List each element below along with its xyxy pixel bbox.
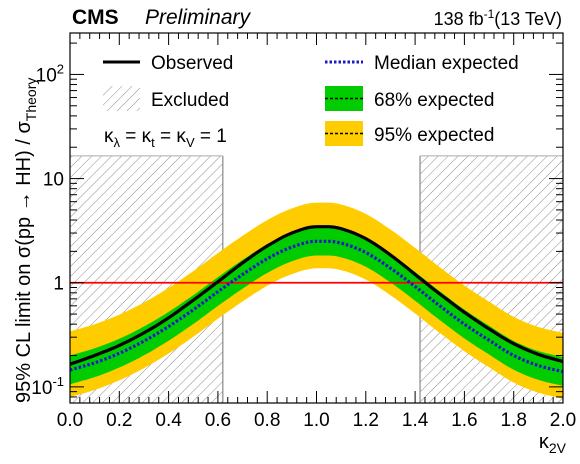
observed-curve	[70, 225, 563, 366]
x-tick-label: 1.4	[402, 410, 429, 431]
legend-excluded-label: Excluded	[151, 90, 229, 111]
x-axis-ticks: 0.0 0.2 0.4 0.6 0.8 1.0 1.2 1.4 1.6 1.8 2.0	[57, 33, 576, 431]
x-tick-label: 0.8	[254, 410, 280, 431]
x-tick-label: 0.4	[155, 410, 182, 431]
x-tick-label: 1.2	[353, 410, 379, 431]
x-tick-label: 0.2	[106, 410, 132, 431]
y-tick-label: 1	[53, 274, 64, 295]
y-tick-label: 102	[36, 61, 64, 86]
x-axis-title: κ2V	[539, 431, 567, 456]
coupling-annotation: κλ = κt = κV = 1	[104, 126, 227, 150]
x-tick-label: 0.6	[205, 410, 231, 431]
legend-excluded-swatch	[103, 86, 140, 111]
limit-curves	[70, 225, 563, 374]
legend-median-label: Median expected	[374, 53, 519, 74]
lumi-energy: (13 TeV)	[494, 9, 562, 29]
luminosity-label: 138 fb-1(13 TeV)	[434, 7, 562, 29]
lumi-value: 138 fb	[434, 9, 484, 29]
x-tick-label: 1.6	[451, 410, 477, 431]
legend-band95-label: 95% expected	[374, 125, 494, 146]
x-tick-label: 0.0	[57, 410, 83, 431]
x-tick-label: 1.8	[500, 410, 526, 431]
legend: Observed Median expected Excluded 68% ex…	[103, 53, 519, 146]
y-axis-ticks: 10-1 1 10 102	[31, 42, 563, 404]
x-tick-label: 2.0	[550, 410, 576, 431]
plot-area	[70, 155, 563, 403]
experiment-label: CMS	[72, 6, 119, 29]
status-label: Preliminary	[145, 6, 252, 29]
y-tick-label: 10-1	[31, 374, 64, 399]
x-tick-label: 1.0	[303, 410, 329, 431]
lumi-exponent: -1	[484, 7, 495, 21]
y-axis-title: 95% CL limit on σ(pp → HH) / σTheory	[13, 78, 39, 403]
median-expected-curve	[70, 239, 563, 374]
legend-band68-label: 68% expected	[374, 90, 494, 111]
legend-observed-label: Observed	[151, 53, 233, 74]
y-tick-label: 10	[43, 170, 64, 191]
